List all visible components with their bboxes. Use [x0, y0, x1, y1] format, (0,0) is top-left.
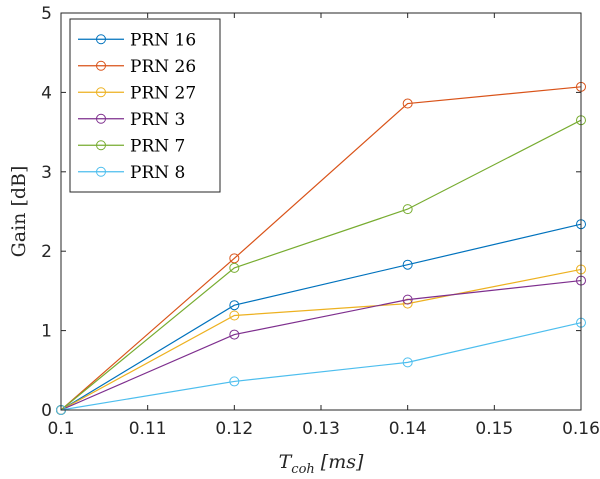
x-tick-label: 0.1 — [47, 419, 74, 439]
y-axis-label: Gain [dB] — [8, 166, 30, 258]
data-point — [402, 259, 413, 270]
legend-item: PRN 16 — [78, 30, 196, 50]
y-tick-label: 1 — [41, 322, 52, 342]
legend-marker — [96, 34, 106, 45]
legend-box — [69, 18, 221, 193]
x-axis-label-main: T — [279, 451, 293, 473]
x-axis-label: Tcoh [ms] — [279, 451, 364, 477]
axes-layer: 0.1 0.11 0.12 0.13 0.14 0.15 0.16 0 1 2 3 4 5 — [41, 4, 600, 439]
series-line — [60, 322, 582, 411]
data-point — [229, 300, 240, 311]
data-point — [402, 294, 413, 305]
series-line — [60, 86, 582, 411]
series-line — [60, 268, 582, 411]
y-tick-label: 5 — [41, 4, 52, 24]
x-tick-label: 0.12 — [215, 419, 253, 439]
legend-label: PRN 3 — [130, 110, 185, 130]
data-point — [402, 98, 413, 109]
legend-marker — [96, 166, 106, 177]
legend-item: PRN 3 — [78, 110, 185, 130]
x-tick-label: 0.11 — [129, 419, 167, 439]
data-point — [402, 204, 413, 215]
legend-label: PRN 16 — [130, 30, 196, 50]
legend-label: PRN 26 — [130, 57, 196, 77]
series-line — [60, 279, 582, 411]
data-point — [229, 262, 240, 273]
y-tick-label: 0 — [41, 401, 52, 421]
series-line — [60, 119, 582, 411]
legend-marker — [96, 140, 106, 151]
legend-marker — [96, 87, 106, 98]
legend-marker — [96, 113, 106, 124]
x-tick-label: 0.14 — [389, 419, 427, 439]
legend-item: PRN 7 — [78, 136, 185, 156]
x-tick-label: 0.16 — [562, 419, 600, 439]
data-point — [402, 357, 413, 368]
data-point — [229, 376, 240, 387]
y-tick-label: 4 — [41, 83, 52, 103]
legend-item: PRN 26 — [78, 57, 196, 77]
x-axis-label-unit: [ms] — [321, 451, 364, 473]
series-layer — [56, 81, 586, 415]
x-tick-label: 0.13 — [302, 419, 340, 439]
legend-label: PRN 7 — [130, 136, 185, 156]
x-tick-label: 0.15 — [475, 419, 513, 439]
legend: PRN 16 PRN 26 PRN 27 PRN 3 PRN 7 PRN 8 — [69, 18, 221, 193]
y-tick-label: 2 — [41, 242, 52, 262]
data-point — [229, 310, 240, 321]
legend-item: PRN 27 — [78, 83, 196, 103]
data-point — [229, 329, 240, 340]
series-line — [60, 223, 582, 411]
legend-label: PRN 27 — [130, 83, 196, 103]
x-axis-label-subscript: coh — [291, 462, 314, 477]
data-point — [229, 253, 240, 264]
legend-item: PRN 8 — [78, 163, 185, 183]
legend-marker — [96, 60, 106, 71]
legend-label: PRN 8 — [130, 163, 185, 183]
y-tick-label: 3 — [41, 163, 52, 183]
